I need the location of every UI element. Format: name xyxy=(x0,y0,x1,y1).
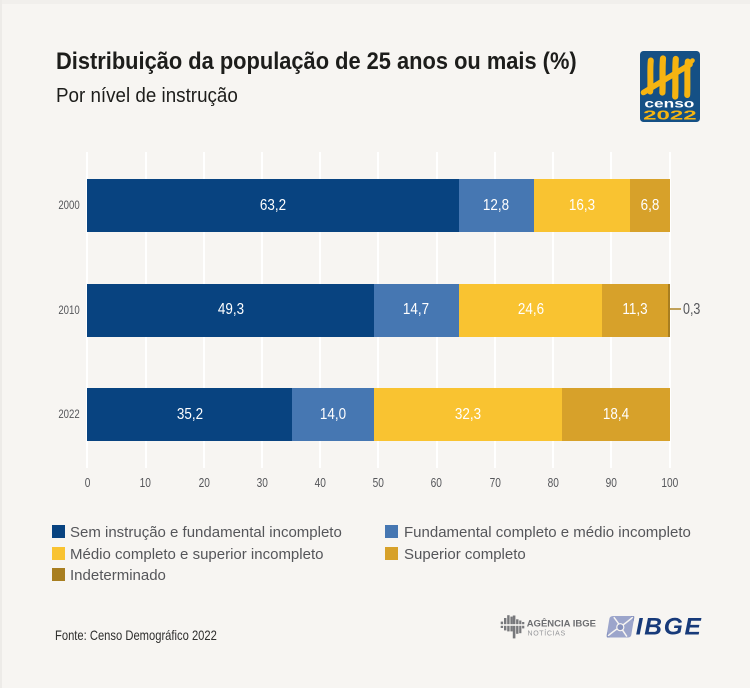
svg-text:IBGE: IBGE xyxy=(636,614,703,640)
svg-text:AGÊNCIA IBGE: AGÊNCIA IBGE xyxy=(527,618,596,630)
svg-text:NOTÍCIAS: NOTÍCIAS xyxy=(528,628,566,637)
svg-text:2022: 2022 xyxy=(643,107,697,122)
svg-text:censo: censo xyxy=(644,97,694,111)
